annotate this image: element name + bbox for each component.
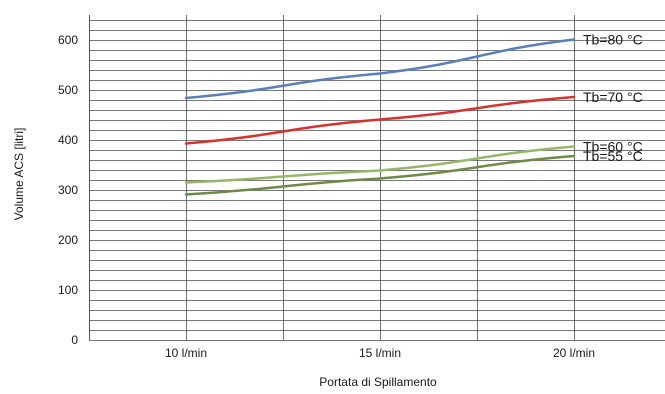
series-line — [184, 154, 576, 196]
series-labels: Tb=80 °C Tb=70 °C Tb=60 °CTb=55 °C — [583, 32, 643, 165]
series-label: Tb=55 °C — [583, 148, 643, 164]
x-axis-label: Portata di Spillamento — [319, 375, 437, 389]
y-tick-label: 600 — [58, 33, 78, 47]
series-label: Tb=60 °C — [583, 139, 643, 155]
y-axis-label: Volume ACS [litri] — [12, 128, 26, 221]
series-line — [184, 95, 576, 145]
y-tick-label: 400 — [58, 133, 78, 147]
series-line — [184, 145, 576, 184]
x-tick-label: 10 l/min — [165, 346, 207, 360]
series-label: Tb=70 °C — [583, 89, 643, 105]
series-label: Tb=80 °C — [583, 32, 643, 48]
y-tick-label: 200 — [58, 233, 78, 247]
y-tick-label: 300 — [58, 183, 78, 197]
x-axis-ticks: 10 l/min 15 l/min 20 l/min — [165, 346, 595, 360]
y-tick-label: 500 — [58, 83, 78, 97]
x-tick-label: 15 l/min — [359, 346, 401, 360]
series-line — [184, 38, 576, 100]
x-tick-label: 20 l/min — [553, 346, 595, 360]
series-lines — [184, 38, 576, 196]
grid — [89, 15, 665, 341]
y-tick-label: 100 — [58, 283, 78, 297]
y-tick-label: 0 — [71, 333, 78, 347]
y-axis-ticks: 0 100 200 300 400 500 600 — [58, 33, 78, 347]
